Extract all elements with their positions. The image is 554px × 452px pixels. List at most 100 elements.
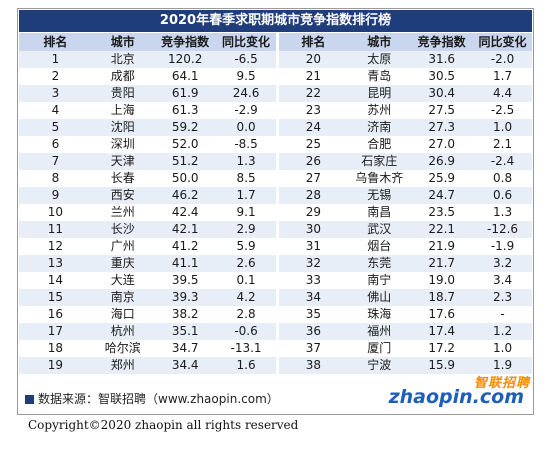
index-cell: 27.0 [410,136,474,153]
city-cell: 郑州 [91,357,154,374]
index-cell: 34.4 [153,357,217,374]
index-cell: 21.7 [410,255,474,272]
city-cell: 珠海 [348,306,411,323]
table-row: 15 南京 39.3 4.2 34 佛山 18.7 2.3 [19,289,532,306]
header-change: 同比变化 [473,33,532,51]
city-cell: 济南 [348,119,411,136]
city-cell: 南京 [91,289,154,306]
city-cell: 无锡 [348,187,411,204]
city-cell: 杭州 [91,323,154,340]
change-cell: 9.1 [216,204,276,221]
city-cell: 宁波 [348,357,411,374]
change-cell: 2.8 [216,306,276,323]
change-cell: 3.2 [473,255,532,272]
change-cell: -2.0 [473,51,532,68]
ranking-table: 排名 城市 竞争指数 同比变化 排名 城市 竞争指数 同比变化 1 北京 120.2… [19,33,532,374]
city-cell: 大连 [91,272,154,289]
table-row: 18 哈尔滨 34.7 -13.1 37 厦门 17.2 1.0 [19,340,532,357]
change-cell: 4.4 [473,85,532,102]
change-cell: 5.9 [216,238,276,255]
index-cell: 61.3 [153,102,217,119]
index-cell: 41.1 [153,255,217,272]
city-cell: 北京 [91,51,154,68]
rank-cell: 13 [19,255,92,272]
city-cell: 合肥 [348,136,411,153]
index-cell: 64.1 [153,68,217,85]
change-cell: -13.1 [216,340,276,357]
change-cell: 3.4 [473,272,532,289]
table-row: 1 北京 120.2 -6.5 20 太原 31.6 -2.0 [19,51,532,68]
index-cell: 30.5 [410,68,474,85]
change-cell: 0.0 [216,119,276,136]
index-cell: 52.0 [153,136,217,153]
index-cell: 27.5 [410,102,474,119]
table-row: 4 上海 61.3 -2.9 23 苏州 27.5 -2.5 [19,102,532,119]
table-row: 10 兰州 42.4 9.1 29 南昌 23.5 1.3 [19,204,532,221]
city-cell: 烟台 [348,238,411,255]
city-cell: 长春 [91,170,154,187]
logo-en-text: zhaopin.com [388,386,524,408]
rank-cell: 28 [275,187,349,204]
index-cell: 21.9 [410,238,474,255]
index-cell: 30.4 [410,85,474,102]
index-cell: 26.9 [410,153,474,170]
index-cell: 61.9 [153,85,217,102]
city-cell: 哈尔滨 [91,340,154,357]
table-row: 12 广州 41.2 5.9 31 烟台 21.9 -1.9 [19,238,532,255]
rank-cell: 20 [275,51,349,68]
rank-cell: 19 [19,357,92,374]
rank-cell: 4 [19,102,92,119]
city-cell: 昆明 [348,85,411,102]
index-cell: 23.5 [410,204,474,221]
table-row: 6 深圳 52.0 -8.5 25 合肥 27.0 2.1 [19,136,532,153]
table-header-row: 排名 城市 竞争指数 同比变化 排名 城市 竞争指数 同比变化 [19,33,532,51]
index-cell: 51.2 [153,153,217,170]
table-row: 5 沈阳 59.2 0.0 24 济南 27.3 1.0 [19,119,532,136]
city-cell: 东莞 [348,255,411,272]
rank-cell: 24 [275,119,349,136]
rank-cell: 21 [275,68,349,85]
change-cell: 1.3 [216,153,276,170]
index-cell: 31.6 [410,51,474,68]
rank-cell: 9 [19,187,92,204]
change-cell: 2.9 [216,221,276,238]
city-cell: 成都 [91,68,154,85]
rank-cell: 27 [275,170,349,187]
rank-cell: 8 [19,170,92,187]
index-cell: 59.2 [153,119,217,136]
index-cell: 27.3 [410,119,474,136]
table-row: 3 贵阳 61.9 24.6 22 昆明 30.4 4.4 [19,85,532,102]
header-city: 城市 [348,33,411,51]
rank-cell: 36 [275,323,349,340]
rank-cell: 32 [275,255,349,272]
rank-cell: 29 [275,204,349,221]
city-cell: 深圳 [91,136,154,153]
table-row: 7 天津 51.2 1.3 26 石家庄 26.9 -2.4 [19,153,532,170]
header-rank: 排名 [275,33,349,51]
table-row: 16 海口 38.2 2.8 35 珠海 17.6- [19,306,532,323]
rank-cell: 22 [275,85,349,102]
source-marker [25,395,34,404]
change-cell: -2.4 [473,153,532,170]
logo-cn-text: 智联招聘 [473,376,530,391]
index-cell: 17.2 [410,340,474,357]
city-cell: 太原 [348,51,411,68]
city-cell: 重庆 [91,255,154,272]
rank-cell: 18 [19,340,92,357]
rank-cell: 16 [19,306,92,323]
change-cell: 1.0 [473,119,532,136]
change-cell: 1.3 [473,204,532,221]
rank-cell: 14 [19,272,92,289]
header-index: 竞争指数 [153,33,217,51]
change-cell: 2.6 [216,255,276,272]
rank-cell: 33 [275,272,349,289]
rank-cell: 3 [19,85,92,102]
index-cell: 38.2 [153,306,217,323]
change-cell: 1.7 [216,187,276,204]
index-cell: 34.7 [153,340,217,357]
index-cell: 19.0 [410,272,474,289]
index-cell: 39.5 [153,272,217,289]
rank-cell: 5 [19,119,92,136]
change-cell: 1.0 [473,340,532,357]
table-title: 2020年春季求职期城市竞争指数排行榜 [19,10,532,32]
